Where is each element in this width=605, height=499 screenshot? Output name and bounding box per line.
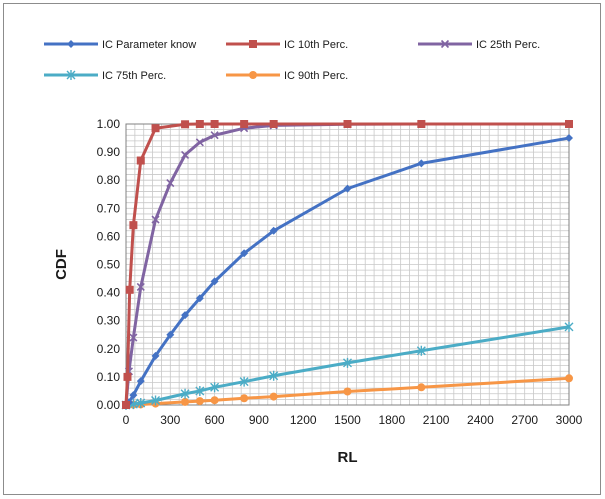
series-2 [122, 120, 573, 409]
series-4 [121, 321, 574, 410]
data-point [136, 282, 145, 292]
data-point [416, 345, 426, 356]
data-point [136, 377, 145, 386]
legend-entry: IC Parameter know [44, 39, 196, 51]
legend-entry: IC 10th Perc. [226, 39, 348, 51]
x-tick-label: 1500 [334, 413, 361, 427]
data-point [269, 370, 279, 381]
data-point [166, 178, 175, 188]
legend-swatch-marker [249, 71, 257, 79]
data-point [195, 294, 204, 303]
x-tick-label: 1200 [290, 413, 317, 427]
data-point [565, 120, 573, 128]
legend-entry: IC 75th Perc. [44, 70, 166, 82]
x-tick-label: 0 [123, 413, 130, 427]
data-point [195, 397, 204, 406]
data-point [195, 120, 204, 128]
legend-swatch-marker [66, 70, 76, 80]
data-point [195, 385, 205, 396]
data-point [129, 333, 138, 342]
series-layer [121, 119, 574, 410]
series-line [124, 122, 569, 406]
data-point [151, 351, 160, 360]
data-point [417, 120, 426, 128]
legend-swatch-marker [249, 40, 257, 48]
data-point [151, 215, 160, 224]
data-point [210, 277, 219, 286]
data-point [269, 392, 278, 401]
y-axis-title: CDF [53, 249, 70, 280]
y-tick-label: 0.90 [97, 145, 121, 159]
data-point [210, 382, 220, 393]
data-point [343, 184, 352, 193]
legend-label: IC 90th Perc. [284, 70, 348, 82]
data-point [125, 285, 134, 294]
data-point [180, 388, 190, 399]
data-point [269, 226, 278, 235]
x-tick-label: 2100 [423, 413, 450, 427]
data-point [195, 138, 204, 147]
data-point [210, 396, 219, 405]
data-point [269, 120, 278, 128]
series-line [125, 325, 570, 407]
data-point [136, 156, 145, 165]
legend-label: IC 75th Perc. [102, 70, 166, 82]
legend-swatch-marker [67, 40, 75, 48]
legend-label: IC 10th Perc. [284, 39, 348, 51]
x-tick-label: 1800 [378, 413, 405, 427]
legend: IC Parameter know IC 10th Perc. IC 25th Pe… [44, 39, 540, 82]
y-tick-label: 0.80 [97, 173, 121, 187]
data-point [181, 120, 190, 129]
data-point [210, 131, 219, 140]
data-point [564, 321, 574, 332]
data-point [129, 221, 138, 230]
data-point [136, 398, 146, 409]
data-point [181, 150, 190, 159]
x-tick-label: 900 [249, 413, 269, 427]
data-point [240, 249, 249, 258]
data-point [181, 311, 190, 320]
y-tick-label: 0.40 [97, 286, 121, 300]
x-tick-label: 600 [205, 413, 225, 427]
y-tick-label: 0.10 [97, 370, 121, 384]
x-axis-title: RL [338, 449, 358, 466]
data-point [123, 372, 132, 381]
legend-swatch-marker [440, 39, 450, 49]
data-point [210, 120, 219, 128]
data-point [343, 387, 352, 396]
data-point [129, 391, 138, 400]
data-point [240, 394, 249, 403]
y-tick-label: 0.30 [97, 314, 121, 328]
legend-entry: IC 90th Perc. [226, 70, 348, 82]
data-point [417, 383, 426, 392]
data-point [565, 374, 573, 383]
data-point [181, 397, 190, 406]
y-tick-label: 0.00 [97, 398, 121, 412]
data-point [417, 159, 426, 168]
cdf-chart: IC Parameter know IC 10th Perc. IC 25th Pe… [44, 39, 583, 466]
x-tick-label: 3000 [556, 413, 583, 427]
y-tick-label: 0.50 [97, 258, 121, 272]
y-tick-label: 0.70 [97, 201, 121, 215]
x-tick-label: 2400 [467, 413, 494, 427]
legend-label: IC Parameter know [102, 39, 196, 51]
axis-ticks: 0.00 0.10 0.20 0.30 0.40 0.50 0.60 0.70 0.80 0.90… [97, 117, 583, 427]
data-point [240, 120, 249, 128]
data-point [565, 134, 573, 143]
chart-frame: IC Parameter know IC 10th Perc. IC 25th Pe… [3, 3, 601, 495]
y-tick-label: 0.60 [97, 229, 121, 243]
data-point [122, 401, 130, 409]
y-tick-label: 1.00 [97, 117, 121, 131]
legend-label: IC 25th Perc. [476, 39, 540, 51]
data-point [239, 376, 249, 387]
legend-entry: IC 25th Perc. [418, 39, 540, 51]
data-point [343, 120, 352, 128]
x-tick-label: 300 [160, 413, 180, 427]
data-point [151, 124, 160, 133]
data-point [343, 357, 352, 368]
y-tick-label: 0.20 [97, 342, 121, 356]
data-point [166, 330, 175, 339]
data-point [151, 395, 161, 406]
x-tick-label: 2700 [511, 413, 538, 427]
